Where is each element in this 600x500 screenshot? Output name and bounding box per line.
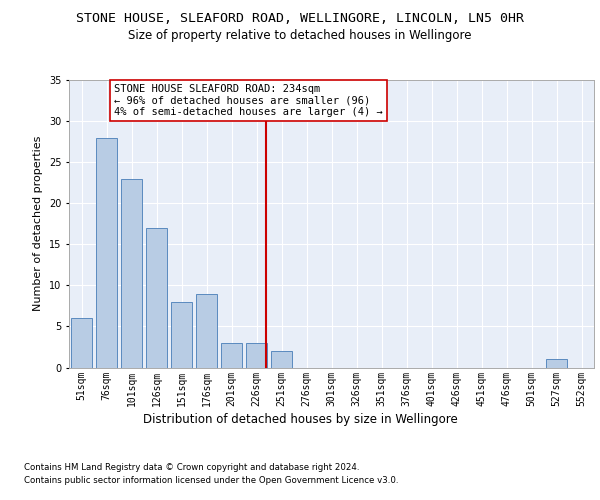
- Bar: [71, 318, 92, 368]
- Text: Contains HM Land Registry data © Crown copyright and database right 2024.: Contains HM Land Registry data © Crown c…: [24, 462, 359, 471]
- Bar: [196, 294, 217, 368]
- Text: Contains public sector information licensed under the Open Government Licence v3: Contains public sector information licen…: [24, 476, 398, 485]
- Text: STONE HOUSE SLEAFORD ROAD: 234sqm
← 96% of detached houses are smaller (96)
4% o: STONE HOUSE SLEAFORD ROAD: 234sqm ← 96% …: [114, 84, 383, 117]
- Text: Distribution of detached houses by size in Wellingore: Distribution of detached houses by size …: [143, 412, 457, 426]
- Bar: [246, 343, 267, 367]
- Y-axis label: Number of detached properties: Number of detached properties: [34, 136, 43, 312]
- Bar: [546, 360, 567, 368]
- Bar: [121, 178, 142, 368]
- Bar: [146, 228, 167, 368]
- Text: STONE HOUSE, SLEAFORD ROAD, WELLINGORE, LINCOLN, LN5 0HR: STONE HOUSE, SLEAFORD ROAD, WELLINGORE, …: [76, 12, 524, 26]
- Bar: [96, 138, 117, 368]
- Bar: [221, 343, 242, 367]
- Text: Size of property relative to detached houses in Wellingore: Size of property relative to detached ho…: [128, 29, 472, 42]
- Bar: [171, 302, 192, 368]
- Bar: [271, 351, 292, 368]
